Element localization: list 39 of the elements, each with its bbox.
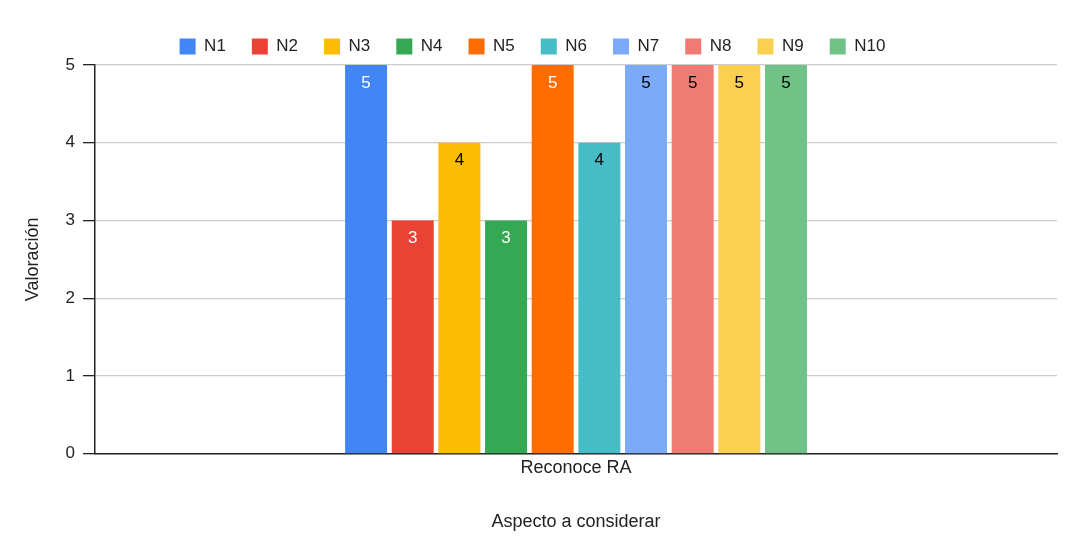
data-label: 3	[408, 228, 418, 248]
legend-label: N1	[204, 36, 226, 56]
bar	[531, 65, 574, 454]
legend-label: N6	[565, 36, 588, 56]
data-label: 5	[547, 72, 558, 92]
legend-label: N10	[854, 36, 886, 56]
data-label: 5	[734, 72, 745, 92]
legend-label: N7	[637, 36, 660, 56]
y-tick-label: 0	[65, 443, 76, 463]
data-label: 4	[454, 150, 465, 170]
bar	[438, 142, 481, 454]
data-label: 3	[501, 228, 511, 248]
y-axis-title: Valoración	[21, 217, 42, 302]
x-axis-title: Aspecto a considerar	[491, 511, 661, 532]
bar	[578, 142, 621, 454]
legend-label: N2	[276, 36, 299, 56]
bar	[764, 65, 807, 454]
y-tick-label: 5	[65, 54, 76, 74]
bar	[485, 220, 528, 454]
bar	[345, 65, 388, 454]
y-tick-label: 3	[65, 210, 76, 230]
data-label: 5	[641, 72, 651, 92]
y-tick-label: 2	[65, 287, 76, 307]
bar	[718, 65, 761, 454]
x-tick-label: Reconoce RA	[520, 456, 632, 477]
legend-label: N9	[781, 36, 804, 56]
y-tick-label: 4	[65, 132, 76, 152]
legend-label: N3	[348, 36, 371, 56]
bar	[671, 65, 714, 454]
legend-label: N4	[420, 36, 443, 56]
y-tick-label: 1	[65, 365, 76, 385]
legend-label: N5	[493, 36, 515, 56]
bar	[391, 220, 434, 454]
data-label: 5	[781, 72, 791, 92]
bar	[625, 65, 667, 454]
legend-label: N8	[709, 36, 732, 56]
data-label: 5	[687, 72, 698, 92]
data-label: 4	[594, 150, 605, 170]
data-label: 5	[361, 72, 371, 92]
